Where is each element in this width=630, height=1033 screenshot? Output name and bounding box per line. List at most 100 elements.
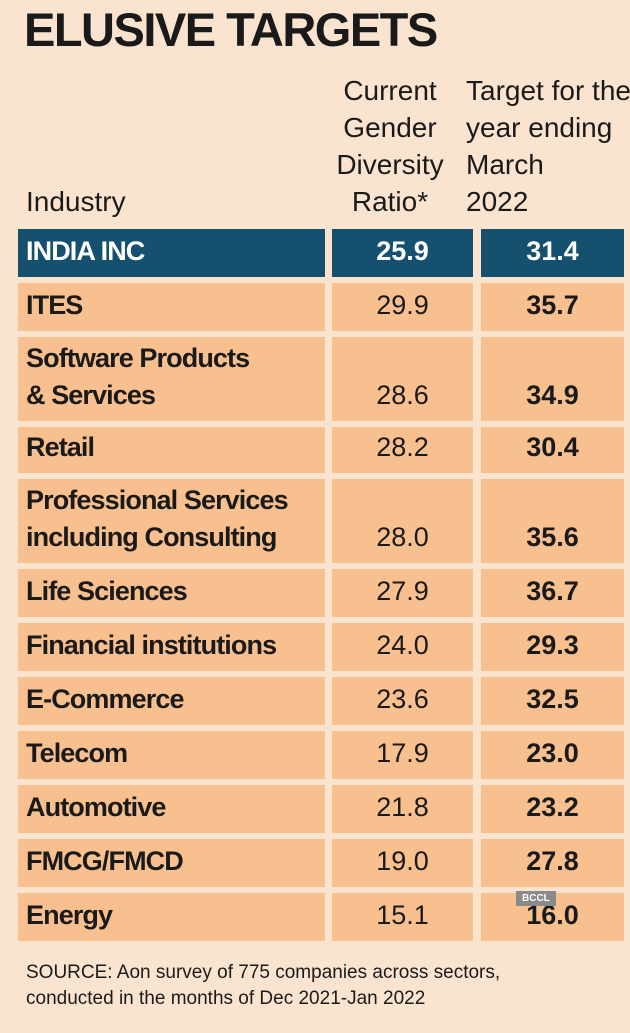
table-row: Life Sciences 27.9 36.7 bbox=[0, 569, 630, 617]
target-ratio: 35.6 bbox=[526, 522, 579, 552]
current-ratio: 29.9 bbox=[376, 290, 429, 320]
industry-cell: INDIA INC bbox=[18, 229, 325, 277]
current-ratio-cell: 28.6 bbox=[332, 337, 473, 421]
current-ratio: 27.9 bbox=[376, 576, 429, 606]
current-ratio: 17.9 bbox=[376, 738, 429, 768]
industry-line: FMCG/FMCD bbox=[26, 846, 184, 876]
industry-line: Telecom bbox=[26, 738, 128, 768]
header-line: Ratio* bbox=[351, 186, 429, 217]
industry-line: Energy bbox=[26, 900, 113, 930]
header-line: Diversity bbox=[336, 149, 444, 180]
industry-line: Retail bbox=[26, 432, 95, 462]
table-row: Professional Services including Consultin… bbox=[0, 479, 630, 563]
header-line: Industry bbox=[26, 186, 126, 217]
current-ratio: 28.6 bbox=[376, 380, 429, 410]
table-row: FMCG/FMCD 19.0 27.8 bbox=[0, 839, 630, 887]
table-row: INDIA INC 25.9 31.4 bbox=[0, 229, 630, 277]
column-header: Current Gender Diversity Ratio* bbox=[326, 72, 454, 220]
industry-line: E-Commerce bbox=[26, 684, 184, 714]
industry-line: Software Products bbox=[26, 343, 250, 373]
current-ratio-cell: 27.9 bbox=[332, 569, 473, 617]
table-row: Telecom 17.9 23.0 bbox=[0, 731, 630, 779]
table-row: ITES 29.9 35.7 bbox=[0, 283, 630, 331]
header-line: year ending bbox=[466, 112, 613, 143]
target-ratio-cell: 30.4 bbox=[481, 427, 624, 473]
table-row: Automotive 21.8 23.2 bbox=[0, 785, 630, 833]
target-ratio-cell: 35.7 bbox=[481, 283, 624, 331]
industry-line: Life Sciences bbox=[26, 576, 188, 606]
industry-line: Financial institutions bbox=[26, 630, 277, 660]
column-header: Target for the year ending March 2022 bbox=[462, 72, 630, 220]
target-ratio-cell: 35.6 bbox=[481, 479, 624, 563]
title: ELUSIVE TARGETS bbox=[24, 3, 438, 56]
target-ratio-cell: 32.5 bbox=[481, 677, 624, 725]
industry-line: Automotive bbox=[26, 792, 166, 822]
source: SOURCE: Aon survey of 775 companies acro… bbox=[26, 960, 500, 1012]
table-row: E-Commerce 23.6 32.5 bbox=[0, 677, 630, 725]
target-ratio-cell: 27.8 bbox=[481, 839, 624, 887]
target-ratio: 23.2 bbox=[526, 792, 579, 822]
industry-line: including Consulting bbox=[26, 522, 277, 552]
target-ratio: 31.4 bbox=[526, 236, 579, 266]
target-ratio: 30.4 bbox=[526, 432, 579, 462]
target-ratio: 35.7 bbox=[526, 290, 579, 320]
current-ratio: 21.8 bbox=[376, 792, 429, 822]
industry-cell: Professional Services including Consultin… bbox=[18, 479, 325, 563]
target-ratio: 32.5 bbox=[526, 684, 579, 714]
current-ratio-cell: 24.0 bbox=[332, 623, 473, 671]
target-ratio-cell: 36.7 bbox=[481, 569, 624, 617]
industry-cell: ITES bbox=[18, 283, 325, 331]
current-ratio-cell: 28.0 bbox=[332, 479, 473, 563]
table-row: Financial institutions 24.0 29.3 bbox=[0, 623, 630, 671]
target-ratio: 27.8 bbox=[526, 846, 579, 876]
target-ratio-cell: 23.0 bbox=[481, 731, 624, 779]
header-line: Current bbox=[343, 75, 437, 106]
current-ratio-cell: 15.1 bbox=[332, 893, 473, 941]
table-row: Software Products & Services 28.6 34.9 bbox=[0, 337, 630, 421]
current-ratio: 23.6 bbox=[376, 684, 429, 714]
industry-cell: Energy bbox=[18, 893, 325, 941]
target-ratio: 36.7 bbox=[526, 576, 579, 606]
table-row: Energy 15.1 16.0 bbox=[0, 893, 630, 941]
industry-cell: Software Products & Services bbox=[18, 337, 325, 421]
current-ratio: 28.0 bbox=[376, 522, 429, 552]
target-ratio-cell: 23.2 bbox=[481, 785, 624, 833]
table-header: Industry Current Gender Diversity Ratio* Targ… bbox=[0, 68, 630, 220]
current-ratio-cell: 25.9 bbox=[332, 229, 473, 277]
target-ratio-cell: 34.9 bbox=[481, 337, 624, 421]
source-line: SOURCE: Aon survey of 775 companies acro… bbox=[26, 962, 501, 983]
current-ratio-cell: 21.8 bbox=[332, 785, 473, 833]
target-ratio: 23.0 bbox=[526, 738, 579, 768]
industry-cell: Life Sciences bbox=[18, 569, 325, 617]
industry-cell: Automotive bbox=[18, 785, 325, 833]
industry-cell: Telecom bbox=[18, 731, 325, 779]
table-row: Retail 28.2 30.4 bbox=[0, 427, 630, 473]
industry-cell: FMCG/FMCD bbox=[18, 839, 325, 887]
industry-cell: Retail bbox=[18, 427, 325, 473]
current-ratio-cell: 19.0 bbox=[332, 839, 473, 887]
header-line: Gender bbox=[343, 112, 437, 143]
industry-cell: E-Commerce bbox=[18, 677, 325, 725]
column-header: Industry bbox=[18, 183, 226, 220]
current-ratio-cell: 23.6 bbox=[332, 677, 473, 725]
industry-cell: Financial institutions bbox=[18, 623, 325, 671]
current-ratio-cell: 17.9 bbox=[332, 731, 473, 779]
target-ratio: 29.3 bbox=[526, 630, 579, 660]
header-line: March bbox=[466, 149, 544, 180]
industry-line: INDIA INC bbox=[26, 236, 145, 266]
current-ratio: 19.0 bbox=[376, 846, 429, 876]
header-line: 2022 bbox=[466, 186, 529, 217]
current-ratio: 28.2 bbox=[376, 432, 429, 462]
current-ratio-cell: 28.2 bbox=[332, 427, 473, 473]
watermark: BCCL bbox=[516, 891, 556, 906]
target-ratio-cell: 29.3 bbox=[481, 623, 624, 671]
target-ratio-cell: 31.4 bbox=[481, 229, 624, 277]
table-body: INDIA INC 25.9 31.4 ITES 29.9 35.7 Software Pr… bbox=[0, 229, 630, 947]
current-ratio: 15.1 bbox=[376, 900, 429, 930]
industry-line: ITES bbox=[26, 290, 83, 320]
industry-line: & Services bbox=[26, 380, 156, 410]
current-ratio-cell: 29.9 bbox=[332, 283, 473, 331]
industry-line: Professional Services bbox=[26, 485, 289, 515]
current-ratio: 24.0 bbox=[376, 630, 429, 660]
